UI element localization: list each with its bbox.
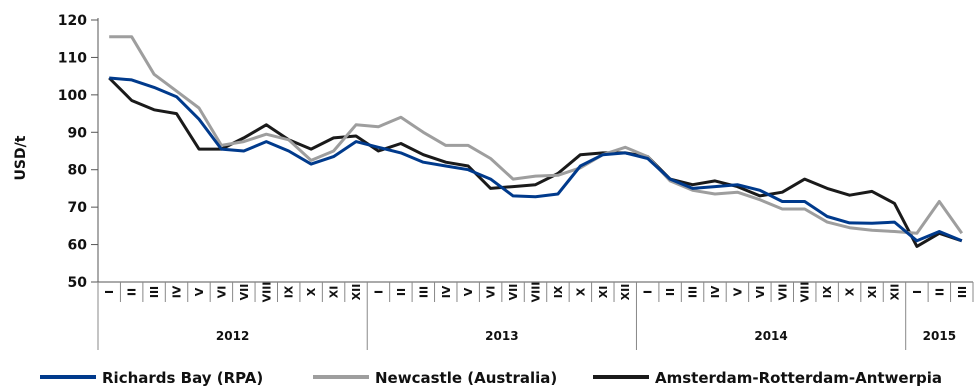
x-tick-label: IV [440,285,453,298]
x-tick-label: I [372,290,385,294]
y-tick-label: 120 [58,13,87,29]
axes [97,18,973,283]
x-tick-label: X [574,287,587,296]
x-tick-label: XI [866,286,879,299]
x-tick-label: III [687,286,700,298]
x-tick-label: I [103,290,116,294]
x-tick-label: III [417,286,430,298]
x-tick-label: III [956,286,969,298]
year-label: 2013 [485,329,518,343]
x-tick-label: VIII [530,282,543,303]
x-tick-label: IV [171,285,184,298]
year-label: 2014 [754,329,787,343]
x-axis-labels: I II III IV V VI VII VIII IX X XI XII I II III IV V VI VII… [97,282,974,350]
x-tick-label: IX [821,285,834,298]
x-tick-label: V [193,287,206,296]
x-tick-label: X [305,287,318,296]
x-tick-label: XI [328,286,341,299]
x-tick-label: VIII [799,282,812,303]
x-tick-label: VII [238,284,251,301]
x-tick-label: VI [485,286,498,299]
x-tick-label: VII [507,284,520,301]
series-line [109,35,964,235]
x-tick-label: IV [709,285,722,298]
x-tick-label: IX [552,285,565,298]
x-tick-label: X [844,287,857,296]
y-tick-label: 100 [58,88,87,104]
y-tick-label: 110 [58,50,87,66]
y-tick-label: 60 [68,238,88,254]
series-line [109,76,963,243]
x-tick-label: XII [350,284,363,301]
x-tick-label: XII [619,284,632,301]
x-tick-label: II [126,288,139,296]
legend-entry: Richards Bay (RPA) [102,369,263,387]
series-lines [108,35,964,248]
y-axis-label: USD/t [13,135,29,180]
x-tick-label: V [462,287,475,296]
x-tick-label: VI [215,286,228,299]
year-label: 2012 [216,329,249,343]
x-tick-label: II [664,288,677,296]
y-tick-label: 80 [68,163,88,179]
legend-entry: Amsterdam-Rotterdam-Antwerpia [655,369,942,387]
x-tick-label: VII [776,284,789,301]
series-line [108,76,963,248]
x-tick-label: XII [888,284,901,301]
y-tick-label: 50 [68,275,88,291]
x-tick-label: IX [283,285,296,298]
y-tick-label: 90 [68,125,88,141]
x-tick-label: II [933,288,946,296]
x-tick-label: I [642,290,655,294]
x-tick-label: I [911,290,924,294]
x-tick-label: V [731,287,744,296]
y-axis-ticks: 50 60 70 80 90 100 110 120 [58,13,98,291]
x-tick-label: VIII [260,282,273,303]
year-label: 2015 [923,329,956,343]
x-tick-label: III [148,286,161,298]
legend-entry: Newcastle (Australia) [375,369,557,387]
x-tick-label: VI [754,286,767,299]
x-tick-label: XI [597,286,610,299]
legend: Richards Bay (RPA) Newcastle (Australia) A… [40,369,942,387]
y-tick-label: 70 [68,200,88,216]
x-tick-label: II [395,288,408,296]
